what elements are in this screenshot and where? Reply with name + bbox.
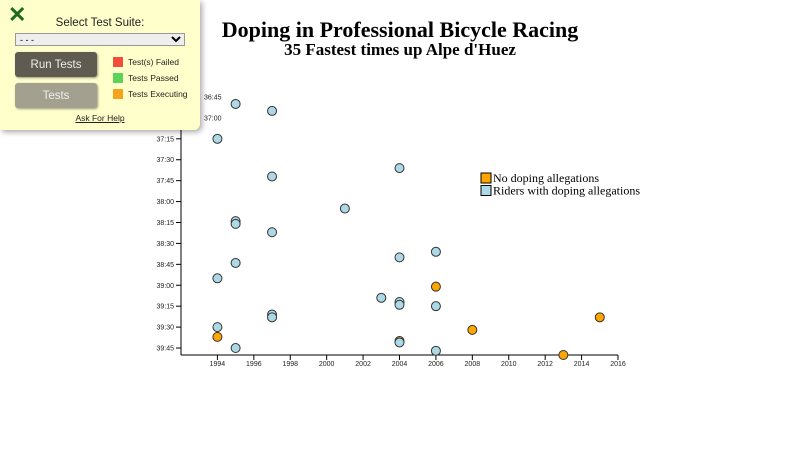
y-tick-label: 38:30	[156, 241, 174, 248]
data-point	[230, 98, 241, 109]
data-point	[430, 281, 441, 292]
data-point	[376, 292, 387, 303]
data-point	[394, 299, 405, 310]
legend-swatch	[480, 172, 492, 184]
legend-passed: Tests Passed	[113, 73, 179, 83]
legend-label: Test(s) Failed	[128, 57, 180, 67]
legend-executing: Tests Executing	[113, 89, 188, 99]
page-subtitle: 35 Fastest times up Alpe d'Huez	[284, 40, 516, 59]
y-tick-label: 38:45	[156, 262, 174, 269]
x-tick-label: 1996	[246, 361, 262, 368]
legend-label: No doping allegations	[493, 171, 599, 185]
legend-label: Tests Passed	[128, 73, 179, 83]
data-point	[267, 105, 278, 116]
data-point	[339, 203, 350, 214]
data-point	[212, 322, 223, 333]
data-point	[467, 324, 478, 335]
tests-button[interactable]: Tests	[15, 83, 97, 108]
y-tick-label: 37:00	[204, 115, 222, 122]
data-point	[394, 163, 405, 174]
test-panel: ✕ Select Test Suite: - - - Run Tests Tes…	[0, 0, 200, 130]
select-suite-label: Select Test Suite:	[55, 17, 145, 29]
data-point	[230, 218, 241, 229]
page-title: Doping in Professional Bicycle Racing	[221, 17, 579, 42]
y-tick-label: 37:15	[156, 136, 174, 143]
legend-label: Riders with doping allegations	[493, 184, 640, 198]
x-tick-label: 2010	[501, 361, 517, 368]
data-point	[594, 312, 605, 323]
x-tick-label: 1998	[282, 361, 298, 368]
legend-swatch	[480, 185, 492, 196]
y-tick-label: 39:30	[156, 325, 174, 332]
data-point	[430, 301, 441, 312]
run-tests-button[interactable]: Run Tests	[15, 52, 97, 77]
data-point	[230, 343, 241, 354]
x-tick-label: 2014	[574, 361, 590, 368]
data-point	[212, 133, 223, 144]
y-tick-label: 39:15	[156, 304, 174, 311]
legend-label: Tests Executing	[128, 89, 188, 99]
x-tick-label: 2004	[392, 361, 408, 368]
x-tick-label: 1994	[210, 361, 226, 368]
x-tick-label: 2002	[355, 361, 371, 368]
y-tick-label: 39:45	[156, 346, 174, 353]
y-tick-label: 38:15	[156, 220, 174, 227]
y-tick-label: 36:45	[204, 94, 222, 101]
ask-for-help-link[interactable]: Ask For Help	[75, 113, 125, 123]
data-point	[394, 252, 405, 263]
x-tick-label: 2000	[319, 361, 335, 368]
y-tick-label: 38:00	[156, 199, 174, 206]
data-point	[267, 227, 278, 238]
data-point	[212, 331, 223, 342]
data-point	[430, 246, 441, 257]
executing-swatch	[113, 89, 123, 99]
data-point	[230, 257, 241, 268]
passed-swatch	[113, 73, 123, 83]
failed-swatch	[113, 57, 123, 67]
data-point	[394, 337, 405, 348]
data-point	[430, 345, 441, 356]
x-tick-label: 2016	[610, 361, 626, 368]
data-point	[212, 273, 223, 284]
x-tick-label: 2012	[537, 361, 553, 368]
data-point	[558, 350, 569, 360]
data-point	[267, 312, 278, 323]
data-point	[267, 171, 278, 182]
legend-failed: Test(s) Failed	[113, 57, 179, 67]
y-tick-label: 39:00	[156, 283, 174, 290]
y-tick-label: 37:45	[156, 178, 174, 185]
x-tick-label: 2008	[465, 361, 481, 368]
x-tick-label: 2006	[428, 361, 444, 368]
test-suite-select[interactable]: - - -	[15, 33, 185, 46]
y-tick-label: 37:30	[156, 157, 174, 164]
close-icon[interactable]: ✕	[8, 2, 27, 27]
